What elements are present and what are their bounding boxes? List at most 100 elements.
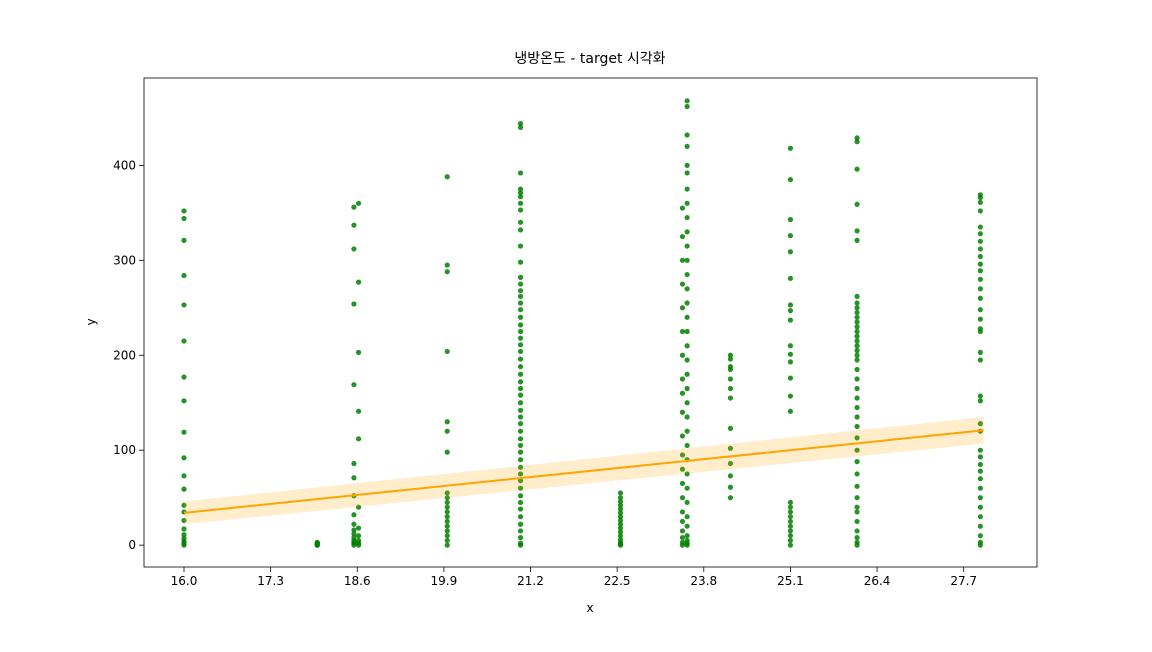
- data-point: [684, 132, 690, 138]
- data-point: [684, 286, 690, 292]
- data-point: [854, 534, 860, 541]
- data-point: [181, 532, 187, 538]
- data-point: [854, 357, 860, 363]
- data-point: [517, 428, 524, 434]
- data-point: [355, 408, 362, 414]
- data-point: [679, 257, 686, 263]
- data-point: [854, 404, 860, 411]
- data-point: [679, 509, 686, 515]
- data-point: [787, 514, 794, 520]
- data-point: [727, 495, 734, 501]
- data-point: [977, 393, 983, 399]
- x-tick-label: 27.7: [950, 574, 977, 588]
- data-point: [444, 490, 450, 496]
- x-tick-label: 16.0: [171, 574, 198, 588]
- data-point: [787, 351, 794, 357]
- data-point: [517, 485, 524, 491]
- data-point: [854, 347, 860, 354]
- data-point: [684, 143, 690, 149]
- data-point: [517, 307, 524, 313]
- data-point: [517, 464, 524, 470]
- data-point: [444, 495, 450, 501]
- data-point: [517, 190, 524, 196]
- data-point: [517, 514, 524, 520]
- data-point: [444, 528, 450, 534]
- data-point: [444, 514, 450, 520]
- data-point: [727, 445, 734, 451]
- data-point: [517, 348, 524, 355]
- data-point: [684, 471, 690, 477]
- data-point: [854, 333, 860, 339]
- data-point: [787, 343, 794, 349]
- data-point: [517, 449, 524, 455]
- data-point: [617, 514, 624, 520]
- data-point: [854, 314, 860, 320]
- data-point: [351, 301, 357, 307]
- y-axis-label: y: [84, 318, 98, 325]
- data-point: [854, 504, 860, 510]
- data-point: [351, 222, 357, 228]
- data-point: [977, 253, 983, 260]
- data-point: [727, 460, 734, 467]
- data-point: [787, 317, 794, 323]
- data-point: [517, 499, 524, 506]
- y-tick-label: 200: [113, 348, 136, 362]
- data-point: [854, 483, 860, 489]
- data-point: [977, 349, 983, 356]
- data-point: [787, 523, 794, 529]
- data-point: [684, 499, 690, 506]
- data-point: [684, 271, 690, 278]
- data-point: [684, 533, 690, 539]
- data-point: [351, 542, 357, 548]
- data-point: [444, 542, 450, 548]
- regression-line: [183, 429, 984, 514]
- data-point: [181, 302, 187, 308]
- data-point: [977, 224, 983, 230]
- data-point: [679, 480, 686, 487]
- data-point: [977, 398, 983, 404]
- data-point: [727, 376, 734, 382]
- data-point: [617, 506, 624, 512]
- data-point: [977, 316, 983, 322]
- data-point: [517, 288, 524, 294]
- data-point: [444, 537, 450, 544]
- data-point: [617, 490, 624, 496]
- data-point: [977, 238, 983, 244]
- data-point: [355, 542, 362, 548]
- data-point: [351, 521, 357, 527]
- data-point: [679, 452, 686, 458]
- data-point: [977, 533, 983, 539]
- data-point: [517, 293, 524, 299]
- data-point: [517, 243, 524, 249]
- data-point: [787, 504, 794, 510]
- x-tick-label: 25.1: [777, 574, 804, 588]
- data-point: [684, 170, 690, 176]
- data-point: [854, 139, 860, 145]
- data-point: [517, 314, 524, 320]
- data-point: [679, 409, 686, 415]
- data-point: [517, 442, 524, 449]
- data-point: [977, 504, 983, 510]
- data-point: [854, 135, 860, 141]
- data-point: [977, 199, 983, 205]
- data-point: [181, 486, 187, 492]
- data-point: [181, 429, 187, 435]
- data-point: [684, 428, 690, 434]
- data-point: [684, 229, 690, 235]
- data-point: [517, 281, 524, 287]
- data-point: [517, 506, 524, 512]
- data-point: [787, 408, 794, 414]
- data-point: [517, 219, 524, 225]
- data-point: [679, 433, 686, 439]
- data-point: [444, 518, 450, 525]
- plot-area: [181, 98, 984, 548]
- data-point: [351, 382, 357, 388]
- data-point: [684, 371, 690, 377]
- data-point: [727, 425, 734, 431]
- data-point: [517, 207, 524, 213]
- data-point: [355, 436, 362, 442]
- data-point: [977, 514, 983, 520]
- data-point: [517, 493, 524, 499]
- x-tick-label: 17.3: [257, 574, 284, 588]
